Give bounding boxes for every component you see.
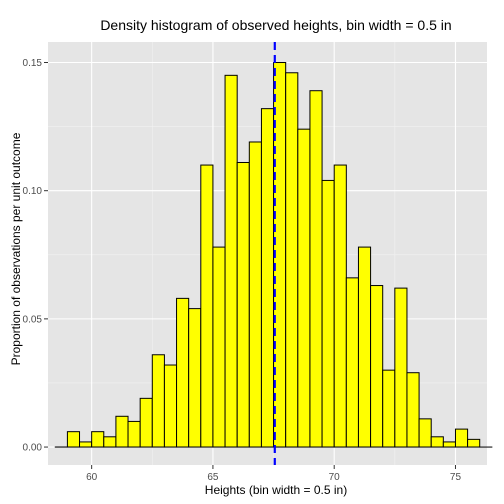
histogram-bar: [151, 354, 165, 448]
histogram-bar: [91, 431, 105, 448]
x-tick-label: 75: [450, 472, 462, 483]
histogram-bar: [345, 277, 359, 448]
histogram-bar: [297, 128, 311, 448]
histogram-bar: [236, 161, 250, 448]
plot-panel: [48, 42, 493, 465]
x-tick-label: 60: [86, 472, 98, 483]
histogram-bar: [394, 287, 408, 448]
histogram-bar: [418, 418, 432, 448]
y-tick-label: 0.05: [23, 314, 43, 325]
histogram-bar: [285, 72, 299, 448]
histogram-bar: [115, 415, 129, 448]
histogram-bar: [454, 428, 469, 448]
histogram-bar: [321, 179, 335, 448]
histogram-bar: [188, 308, 202, 448]
y-axis-title: Proportion of observations per unit outc…: [9, 132, 23, 365]
x-tick-label: 65: [207, 472, 219, 483]
histogram-bar: [406, 372, 420, 448]
histogram-bar: [66, 431, 81, 448]
x-tick-label: 70: [329, 472, 341, 483]
histogram-bar: [212, 246, 226, 448]
histogram-bar: [430, 436, 444, 448]
histogram-bar: [370, 285, 384, 448]
histogram-bar: [127, 420, 141, 448]
y-tick-label: 0.00: [23, 443, 43, 454]
histogram-bar: [442, 441, 456, 448]
histogram-bar: [200, 164, 214, 448]
x-axis-title: Heights (bin width = 0.5 in): [205, 483, 347, 497]
y-tick-label: 0.15: [23, 58, 43, 69]
y-tick-label: 0.10: [23, 186, 43, 197]
histogram-bar: [333, 164, 347, 448]
histogram-bar: [224, 74, 238, 448]
histogram-bar: [163, 364, 178, 448]
chart-title: Density histogram of observed heights, b…: [100, 17, 451, 33]
histogram-bar: [260, 108, 275, 448]
histogram-bar: [248, 141, 262, 448]
histogram-bar: [357, 246, 372, 448]
histogram-bar: [103, 436, 117, 448]
histogram-bar: [79, 441, 93, 448]
histogram-bar: [309, 90, 323, 448]
histogram-bar: [382, 369, 396, 448]
histogram-bar: [467, 438, 481, 448]
histogram-bar: [176, 297, 190, 448]
histogram-bar: [139, 397, 153, 448]
